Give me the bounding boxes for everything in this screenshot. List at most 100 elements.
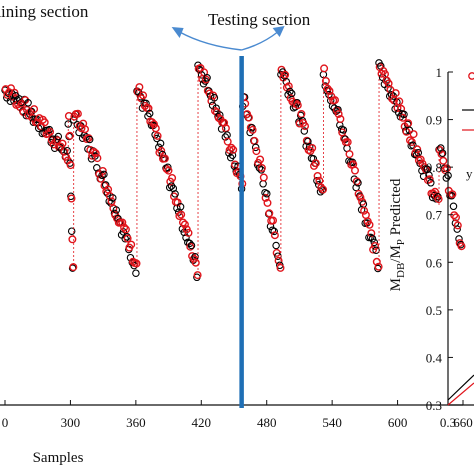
predicted-point — [343, 138, 352, 147]
predicted-point — [66, 161, 75, 170]
predicted-point — [321, 76, 330, 85]
ylabel-slash: /M — [388, 245, 404, 263]
predicted-point — [46, 127, 55, 136]
predicted-point — [319, 185, 328, 194]
predicted-point — [259, 173, 268, 182]
predicted-point — [352, 177, 361, 186]
predicted-point — [153, 131, 162, 140]
actual-point — [187, 241, 196, 250]
predicted-point — [334, 109, 343, 118]
actual-point — [54, 132, 63, 141]
predicted-point — [127, 240, 136, 249]
y-tick-label: 1 — [436, 65, 443, 80]
predicted-point — [325, 86, 334, 95]
actual-point — [313, 176, 321, 185]
actual-point — [171, 190, 179, 198]
actual-point — [63, 146, 71, 155]
y-tick-label: 0.9 — [426, 113, 442, 128]
actual-point — [173, 204, 181, 212]
predicted-point — [168, 173, 177, 182]
predicted-point — [65, 131, 74, 140]
predicted-point — [123, 234, 132, 243]
predicted-point — [175, 211, 184, 220]
predicted-point — [356, 193, 365, 202]
actual-point — [339, 126, 348, 134]
predicted-point — [135, 83, 144, 92]
predicted-point — [121, 225, 130, 234]
predicted-point — [345, 150, 354, 159]
predicted-point — [252, 147, 261, 156]
data-points — [1, 59, 466, 282]
actual-point — [185, 239, 194, 248]
predicted-point — [47, 136, 56, 145]
predicted-point — [391, 89, 400, 98]
predicted-point — [91, 149, 100, 158]
predicted-point — [184, 228, 193, 237]
actual-point — [287, 89, 296, 98]
predicted-point — [244, 113, 253, 122]
actual-point — [216, 111, 224, 119]
actual-point — [449, 202, 458, 211]
predicted-point — [457, 242, 466, 251]
predicted-point — [265, 209, 274, 218]
predicted-point — [178, 218, 187, 227]
actual-point — [263, 189, 271, 198]
actual-point — [126, 253, 135, 262]
x-tick-label: 360 — [126, 415, 146, 430]
actual-point — [438, 149, 447, 157]
x-tick-label: 540 — [322, 415, 342, 430]
predicted-point — [313, 171, 322, 180]
training-section-label: Training section — [0, 2, 89, 21]
predicted-point — [274, 256, 283, 265]
x-tick-label: 660 — [453, 415, 473, 430]
actual-point — [414, 148, 423, 157]
actual-point — [176, 203, 185, 211]
x-tick-label: 0 — [2, 415, 9, 430]
actual-point — [203, 74, 211, 82]
actual-point — [259, 180, 267, 188]
predicted-point — [367, 229, 376, 238]
actual-point — [119, 228, 128, 236]
predicted-point — [301, 122, 310, 131]
actual-point — [368, 234, 377, 243]
actual-point — [402, 127, 410, 135]
actual-point — [85, 135, 94, 144]
predicted-point — [193, 271, 202, 280]
actual-point — [158, 150, 167, 159]
predicted-point — [157, 146, 166, 155]
y-tick-label: 0.7 — [426, 208, 443, 223]
predicted-point — [351, 166, 360, 175]
predicted-point — [360, 206, 369, 215]
predicted-point — [77, 124, 86, 133]
actual-point — [427, 179, 435, 187]
predicted-point — [118, 218, 127, 227]
dashed-connectors — [67, 65, 440, 270]
actual-point — [100, 170, 108, 179]
predicted-point — [365, 220, 374, 229]
predicted-point — [40, 118, 49, 127]
predicted-point — [308, 143, 317, 152]
predicted-point — [395, 97, 404, 106]
predicted-point — [263, 198, 272, 207]
x-axis-label: Samples — [33, 450, 84, 466]
actual-point — [251, 143, 260, 152]
arrow-testing — [241, 31, 279, 51]
actual-point — [67, 227, 76, 235]
actual-point — [164, 163, 172, 172]
arrowhead-testing — [272, 26, 285, 37]
actual-point — [300, 127, 309, 135]
predicted-point — [186, 242, 195, 251]
actual-point — [255, 164, 264, 172]
predicted-point — [269, 216, 278, 225]
ylabel-m: M — [388, 278, 404, 291]
predicted-point — [374, 262, 383, 271]
y-tick-label: 0.6 — [426, 255, 443, 270]
actual-point — [372, 246, 380, 254]
actual-point — [156, 139, 165, 148]
y-axis-ticks: 0.3 0.4 0.5 0.6 0.7 0.8 0.9 1 — [426, 65, 453, 413]
predicted-point — [448, 190, 457, 199]
y-tick-label: 0.5 — [426, 303, 442, 318]
predicted-point — [407, 137, 416, 146]
predicted-point — [84, 134, 93, 143]
predicted-point — [311, 159, 320, 168]
